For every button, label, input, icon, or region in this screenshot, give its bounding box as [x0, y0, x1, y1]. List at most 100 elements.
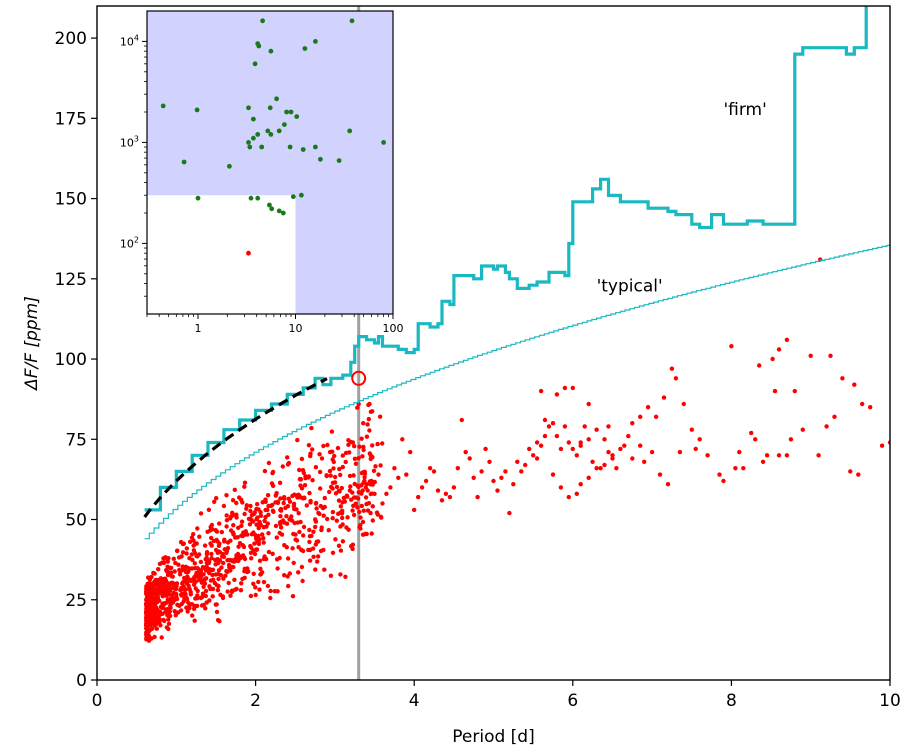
scatter-point	[228, 516, 233, 521]
scatter-point	[300, 578, 305, 584]
inset-green-point	[246, 105, 251, 111]
scatter-point	[158, 604, 164, 610]
scatter-point	[273, 500, 278, 505]
scatter-point	[307, 539, 312, 545]
scatter-point	[253, 585, 258, 590]
scatter-point	[519, 469, 524, 474]
scatter-point	[162, 601, 167, 606]
x-tick-label: 4	[409, 691, 420, 711]
scatter-point	[677, 449, 683, 455]
scatter-point	[209, 535, 214, 541]
scatter-point	[347, 450, 352, 455]
scatter-point	[203, 568, 209, 573]
scatter-point	[203, 588, 209, 594]
inset-green-point	[265, 128, 271, 134]
scatter-point	[330, 480, 336, 485]
scatter-point	[242, 511, 247, 517]
scatter-point	[840, 376, 845, 381]
scatter-point	[261, 536, 266, 541]
scatter-point	[230, 558, 235, 564]
scatter-point	[296, 570, 301, 575]
scatter-point	[147, 620, 152, 626]
inset-y-tick-exponent: 3	[134, 134, 139, 143]
scatter-point	[347, 488, 353, 493]
scatter-point	[298, 483, 303, 488]
scatter-point	[451, 485, 457, 490]
scatter-point	[244, 506, 249, 511]
scatter-point	[144, 613, 149, 619]
scatter-point	[355, 405, 360, 410]
scatter-point	[258, 513, 264, 518]
scatter-point	[369, 478, 374, 484]
scatter-point	[366, 501, 372, 506]
scatter-point	[313, 524, 318, 530]
scatter-point	[359, 483, 364, 488]
scatter-point	[270, 551, 275, 556]
scatter-point	[275, 589, 280, 594]
scatter-point	[328, 473, 333, 478]
scatter-point	[345, 515, 350, 520]
inset-x-tick-label: 10	[288, 322, 302, 335]
y-tick-label: 150	[55, 190, 87, 210]
scatter-point	[602, 462, 607, 468]
scatter-point	[362, 478, 367, 484]
scatter-point	[299, 564, 305, 570]
scatter-point	[265, 583, 271, 589]
x-tick-label: 10	[879, 691, 901, 711]
scatter-point	[760, 459, 766, 464]
scatter-point	[868, 405, 873, 410]
scatter-point	[368, 453, 373, 458]
scatter-point	[195, 593, 200, 598]
scatter-point	[362, 475, 367, 480]
scatter-point	[234, 515, 239, 520]
scatter-point	[222, 547, 227, 552]
inset-green-point	[302, 46, 308, 51]
scatter-point	[392, 466, 397, 471]
scatter-point	[538, 443, 544, 448]
scatter-point	[179, 554, 184, 559]
scatter-point	[753, 437, 758, 442]
scatter-point	[282, 543, 287, 548]
scatter-point	[251, 581, 256, 586]
scatter-point	[298, 519, 303, 525]
scatter-point	[191, 538, 196, 543]
scatter-point	[317, 511, 322, 517]
highlighted-planet-marker	[351, 370, 367, 386]
scatter-point	[285, 504, 291, 509]
x-tick-label: 8	[726, 691, 737, 711]
axes-frame	[96, 5, 891, 681]
scatter-point	[238, 588, 244, 593]
scatter-point	[221, 503, 227, 509]
scatter-point	[308, 500, 313, 505]
scatter-point	[215, 587, 221, 593]
scatter-point	[268, 503, 274, 509]
scatter-point	[252, 541, 257, 546]
scatter-series-detections	[144, 257, 890, 643]
scatter-point	[144, 635, 149, 640]
scatter-point	[638, 414, 643, 419]
scatter-point	[317, 452, 322, 457]
scatter-point	[697, 437, 702, 442]
scatter-point	[278, 506, 284, 512]
inset-y-tick-label: 103	[120, 134, 139, 149]
scatter-point	[185, 609, 190, 614]
scatter-point	[148, 627, 153, 632]
scatter-point	[244, 503, 249, 508]
scatter-point	[338, 572, 343, 577]
scatter-point	[183, 564, 188, 569]
scatter-point	[154, 626, 159, 631]
scatter-point	[351, 473, 356, 478]
inset-green-point	[251, 135, 256, 141]
scatter-point	[231, 523, 236, 528]
scatter-point	[749, 430, 754, 436]
scatter-point	[248, 503, 253, 509]
scatter-point	[360, 519, 366, 525]
scatter-point	[198, 568, 204, 573]
scatter-point	[307, 558, 313, 563]
scatter-point	[800, 427, 805, 432]
scatter-point	[300, 548, 306, 554]
scatter-point	[832, 414, 837, 419]
scatter-point	[368, 456, 373, 462]
scatter-point	[289, 514, 294, 519]
scatter-point	[757, 363, 762, 368]
